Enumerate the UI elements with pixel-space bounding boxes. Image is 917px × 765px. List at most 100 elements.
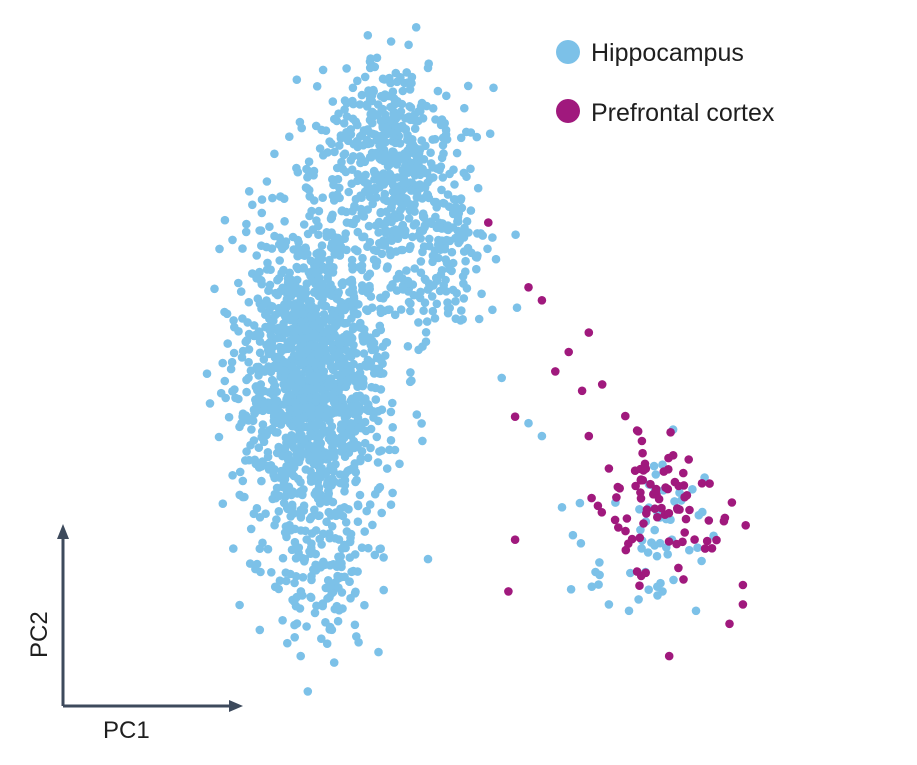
scatter-point-hippocampus	[279, 265, 288, 275]
scatter-point-hippocampus	[651, 470, 661, 479]
scatter-point-hippocampus	[280, 217, 289, 226]
scatter-point-prefrontal-cortex	[704, 516, 714, 525]
scatter-point-hippocampus	[343, 375, 352, 385]
scatter-point-hippocampus	[386, 37, 396, 46]
scatter-point-hippocampus	[302, 326, 311, 335]
scatter-point-hippocampus	[375, 321, 385, 331]
scatter-point-hippocampus	[379, 236, 388, 245]
scatter-point-hippocampus	[426, 159, 436, 168]
scatter-point-hippocampus	[353, 500, 363, 510]
scatter-point-prefrontal-cortex	[577, 386, 587, 396]
scatter-point-prefrontal-cortex	[675, 505, 684, 514]
scatter-point-hippocampus	[350, 620, 360, 630]
scatter-point-hippocampus	[322, 639, 332, 648]
scatter-point-hippocampus	[224, 412, 234, 422]
scatter-point-hippocampus	[273, 362, 283, 371]
scatter-point-hippocampus	[328, 97, 338, 106]
scatter-point-hippocampus	[443, 298, 452, 307]
scatter-point-hippocampus	[303, 687, 313, 696]
scatter-point-hippocampus	[403, 276, 413, 286]
scatter-point-hippocampus	[378, 369, 388, 378]
scatter-point-hippocampus	[431, 115, 440, 124]
scatter-point-hippocampus	[287, 372, 297, 382]
scatter-point-hippocampus	[244, 373, 253, 383]
scatter-point-prefrontal-cortex	[564, 347, 573, 357]
x-axis-label: PC1	[103, 717, 150, 744]
scatter-point-hippocampus	[278, 283, 287, 293]
scatter-point-hippocampus	[290, 524, 300, 534]
scatter-point-hippocampus	[471, 252, 481, 262]
scatter-point-prefrontal-cortex	[510, 535, 520, 544]
scatter-point-hippocampus	[396, 205, 405, 215]
scatter-point-hippocampus	[325, 529, 334, 538]
scatter-point-hippocampus	[332, 294, 342, 304]
scatter-point-hippocampus	[322, 497, 331, 507]
scatter-point-hippocampus	[382, 127, 392, 136]
points-layer	[202, 23, 750, 696]
scatter-point-hippocampus	[311, 121, 321, 131]
scatter-point-hippocampus	[351, 117, 361, 126]
scatter-point-hippocampus	[387, 217, 396, 227]
scatter-point-prefrontal-cortex	[614, 523, 623, 532]
scatter-point-hippocampus	[399, 154, 409, 164]
scatter-point-hippocampus	[374, 228, 383, 237]
scatter-point-hippocampus	[401, 161, 410, 171]
scatter-point-hippocampus	[322, 228, 332, 237]
scatter-point-hippocampus	[537, 431, 547, 441]
scatter-point-hippocampus	[447, 247, 457, 257]
scatter-point-hippocampus	[485, 129, 495, 138]
scatter-point-prefrontal-cortex	[700, 544, 710, 553]
scatter-point-hippocampus	[634, 595, 643, 604]
scatter-point-hippocampus	[385, 305, 394, 314]
scatter-point-hippocampus	[279, 478, 289, 488]
scatter-point-hippocampus	[412, 188, 422, 197]
scatter-point-hippocampus	[449, 195, 459, 204]
scatter-point-hippocampus	[271, 428, 280, 437]
scatter-point-hippocampus	[335, 348, 344, 358]
scatter-point-hippocampus	[227, 357, 237, 367]
scatter-point-hippocampus	[319, 393, 328, 402]
scatter-point-hippocampus	[333, 571, 342, 581]
scatter-point-hippocampus	[652, 551, 662, 561]
scatter-point-hippocampus	[436, 120, 446, 130]
scatter-point-hippocampus	[272, 483, 282, 493]
scatter-point-hippocampus	[310, 505, 319, 515]
scatter-point-hippocampus	[410, 264, 420, 273]
y-axis-label: PC2	[26, 611, 53, 658]
scatter-point-hippocampus	[292, 275, 302, 285]
scatter-point-hippocampus	[372, 53, 382, 63]
scatter-point-prefrontal-cortex	[664, 537, 674, 546]
scatter-point-hippocampus	[379, 585, 389, 595]
scatter-point-hippocampus	[491, 254, 501, 264]
scatter-point-hippocampus	[348, 324, 358, 334]
scatter-point-hippocampus	[305, 403, 315, 412]
scatter-point-hippocampus	[270, 520, 279, 530]
scatter-point-hippocampus	[415, 145, 425, 154]
scatter-point-hippocampus	[327, 481, 336, 490]
scatter-point-hippocampus	[290, 301, 299, 311]
scatter-point-hippocampus	[298, 490, 307, 500]
scatter-point-hippocampus	[380, 226, 390, 236]
scatter-point-hippocampus	[363, 453, 373, 463]
scatter-point-hippocampus	[430, 314, 440, 323]
scatter-point-hippocampus	[595, 558, 604, 567]
scatter-point-prefrontal-cortex	[681, 514, 691, 524]
scatter-point-hippocampus	[315, 534, 325, 544]
scatter-point-hippocampus	[337, 157, 346, 167]
scatter-point-hippocampus	[368, 61, 378, 71]
scatter-point-hippocampus	[363, 242, 372, 251]
scatter-point-hippocampus	[355, 401, 364, 411]
scatter-point-hippocampus	[392, 77, 402, 87]
scatter-point-hippocampus	[272, 333, 282, 343]
scatter-point-hippocampus	[393, 234, 403, 243]
scatter-point-hippocampus	[238, 314, 247, 323]
scatter-point-hippocampus	[265, 388, 274, 397]
scatter-point-hippocampus	[280, 443, 290, 453]
scatter-point-hippocampus	[271, 397, 281, 407]
scatter-point-hippocampus	[245, 559, 255, 568]
scatter-point-hippocampus	[325, 255, 334, 265]
scatter-point-hippocampus	[340, 452, 350, 462]
scatter-point-hippocampus	[576, 539, 586, 548]
scatter-point-hippocampus	[472, 264, 481, 274]
scatter-point-prefrontal-cortex	[587, 493, 596, 503]
